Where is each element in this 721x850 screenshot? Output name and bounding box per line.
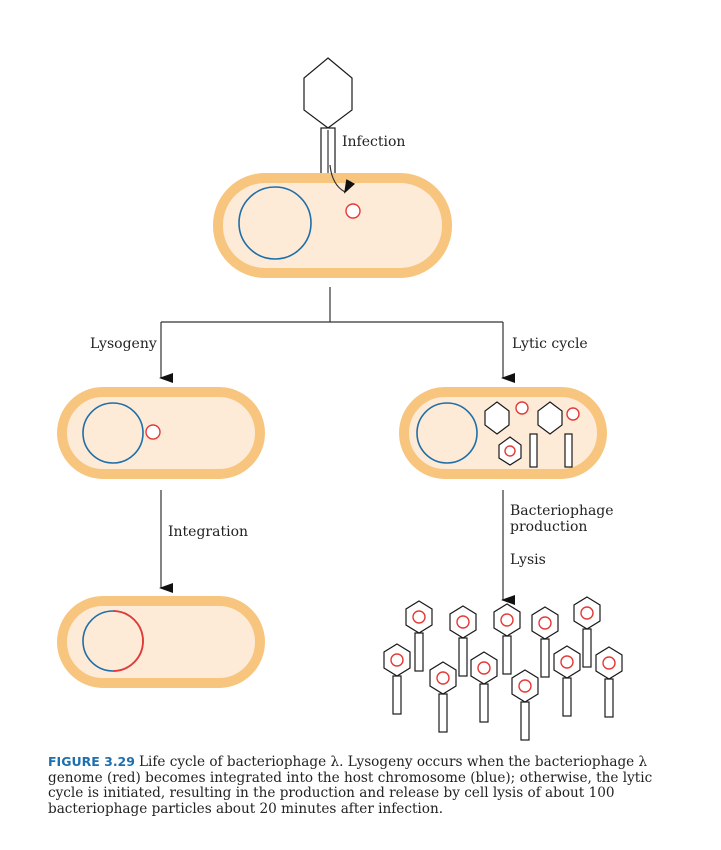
- phage-tail: [529, 433, 538, 468]
- phage-genome: [515, 401, 529, 415]
- phage-head: [537, 401, 563, 435]
- released-phage: [429, 661, 457, 733]
- released-phage: [553, 645, 581, 717]
- caption-text: Life cycle of bacteriophage λ. Lysogeny …: [48, 754, 653, 817]
- released-phage: [573, 596, 601, 668]
- released-phages: [383, 596, 623, 741]
- phage-genome: [566, 407, 580, 421]
- released-phage: [493, 603, 521, 675]
- host-chromosome: [238, 186, 312, 260]
- prophage-cell: [57, 596, 265, 688]
- released-phage: [511, 669, 539, 741]
- integration-label: Integration: [168, 524, 248, 540]
- released-phage: [595, 646, 623, 718]
- lysogeny-label: Lysogeny: [90, 336, 157, 352]
- host-chromosome: [416, 402, 478, 464]
- lysogenic-cell: [57, 387, 265, 479]
- lysis-label: Lysis: [510, 552, 546, 568]
- infecting-phage: [303, 57, 353, 185]
- released-phage: [405, 600, 433, 672]
- phage-production-label-2: production: [510, 519, 587, 535]
- phage-genome: [145, 424, 161, 440]
- lytic-cell: [399, 387, 607, 479]
- injection-arrow: [329, 164, 356, 194]
- infected-cell: [213, 173, 452, 278]
- lytic-cycle-label: Lytic cycle: [512, 336, 588, 352]
- phage-production-label-1: Bacteriophage: [510, 503, 614, 519]
- figure-label: FIGURE 3.29: [48, 754, 135, 769]
- infection-label: Infection: [342, 134, 405, 150]
- integrated-prophage: [112, 610, 144, 672]
- figure-caption: FIGURE 3.29 Life cycle of bacteriophage λ…: [48, 754, 668, 817]
- released-phage: [531, 606, 559, 678]
- phage-tail: [564, 433, 573, 468]
- phage-head: [484, 401, 510, 435]
- released-phage: [470, 651, 498, 723]
- released-phage: [383, 643, 411, 715]
- released-phage: [449, 605, 477, 677]
- branch-connector: [159, 287, 515, 383]
- host-chromosome: [82, 402, 144, 464]
- phage-genome: [504, 445, 516, 457]
- phage-genome: [345, 203, 361, 219]
